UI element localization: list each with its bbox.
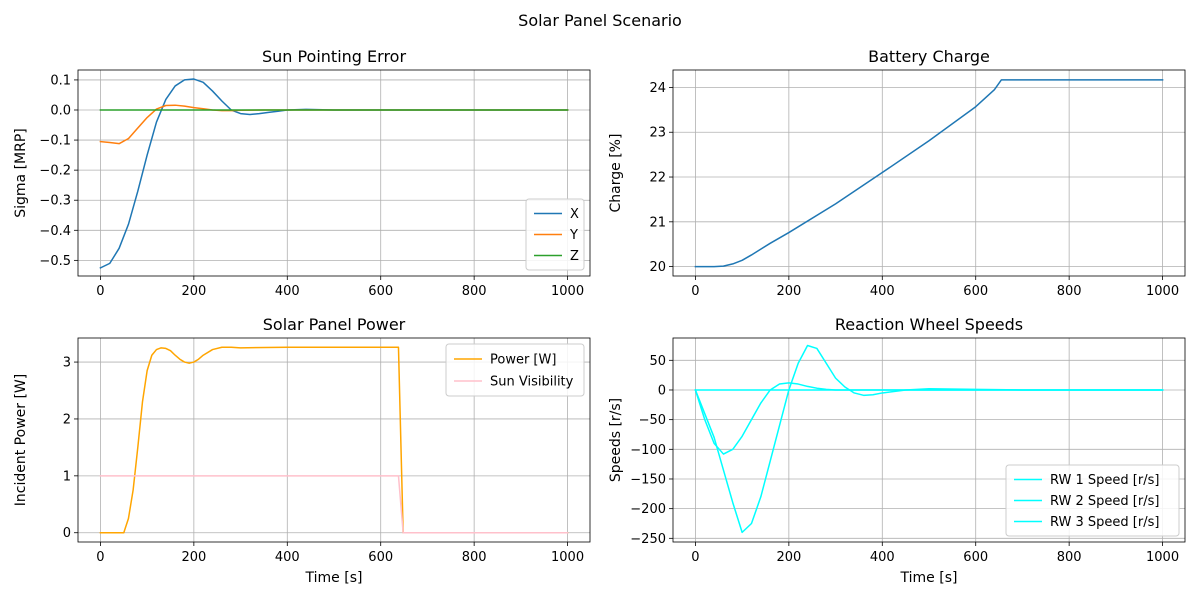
chart1-legend: XYZ (525, 198, 585, 271)
chart3-legend-label-1: Power [W] (490, 353, 556, 368)
chart1-legend-label-1: X (570, 207, 579, 222)
chart3-series-line-1 (99, 346, 569, 534)
chart3-x-tick-label: 0 (96, 550, 104, 565)
chart3-x-tick-label: 200 (181, 550, 206, 565)
chart1-x-tick-label: 800 (462, 284, 487, 299)
chart4-y-tick-label: −100 (630, 443, 666, 458)
chart4-x-axis-label: Time [s] (900, 570, 958, 586)
chart2-x-tick-label: 400 (870, 284, 895, 299)
chart2-y-tick-label: 21 (649, 215, 666, 230)
chart4-x-tick-label: 600 (963, 550, 988, 565)
chart4-y-axis-label: Speeds [r/s] (608, 398, 624, 482)
chart3-title: Solar Panel Power (263, 315, 406, 334)
chart3-x-tick-label: 1000 (551, 550, 584, 565)
chart4-y-tick-label: −150 (630, 472, 666, 487)
chart1-x-tick-label: 0 (96, 284, 104, 299)
chart1-x-tick-label: 600 (368, 284, 393, 299)
chart2-axes-frame (672, 69, 1186, 277)
chart4-x-tick-label: 1000 (1146, 550, 1179, 565)
chart1-y-tick-label: −0.3 (39, 194, 71, 209)
chart2: 0 200 400 600 800 1000 20 21 22 23 24 Battery Charg… (608, 47, 1186, 299)
chart2-y-tick-label: 24 (649, 81, 666, 96)
chart4-legend-label-2: RW 2 Speed [r/s] (1050, 494, 1159, 509)
chart4-y-tick-label: −250 (630, 532, 666, 547)
chart4-x-tick-label: 800 (1057, 550, 1082, 565)
chart4-legend-box (1005, 464, 1180, 537)
chart3-legend-box (445, 343, 585, 397)
chart4-legend: RW 1 Speed [r/s] RW 2 Speed [r/s] RW 3 Spe… (1005, 464, 1180, 537)
chart2-x-tick-label: 600 (963, 284, 988, 299)
chart1-y-tick-label: −0.2 (39, 164, 71, 179)
chart2-title: Battery Charge (868, 47, 990, 66)
chart3-x-tick-label: 800 (462, 550, 487, 565)
chart1-title: Sun Pointing Error (262, 47, 407, 66)
chart4-axes-frame (672, 337, 1186, 543)
chart1-y-tick-label: −0.5 (39, 254, 71, 269)
chart3-y-axis-label: Incident Power [W] (13, 374, 29, 506)
chart2-x-tick-label: 1000 (1146, 284, 1179, 299)
chart3-x-tick-label: 400 (275, 550, 300, 565)
chart1-y-tick-label: −0.4 (39, 224, 71, 239)
chart4-y-tick-label: −200 (630, 502, 666, 517)
chart4: 0 200 400 600 800 1000 −250 −200 −150 −100 −50 0 50 R… (608, 315, 1186, 586)
chart1-y-tick-label: 0.0 (50, 103, 71, 118)
chart1-x-tick-label: 400 (275, 284, 300, 299)
chart3-legend: Power [W] Sun Visibility (445, 343, 585, 397)
chart2-y-tick-label: 22 (649, 171, 666, 186)
chart3-legend-label-2: Sun Visibility (490, 375, 574, 390)
chart1-x-tick-label: 1000 (551, 284, 584, 299)
chart4-x-tick-label: 400 (870, 550, 895, 565)
chart1-legend-label-3: Z (570, 249, 579, 264)
chart2-y-tick-label: 23 (649, 126, 666, 141)
chart3: 0 200 400 600 800 1000 0 1 2 3 Solar Panel Power In… (13, 315, 591, 586)
chart2-x-tick-label: 200 (776, 284, 801, 299)
figure-title: Solar Panel Scenario (518, 11, 682, 30)
chart1-y-tick-label: 0.1 (50, 73, 71, 88)
chart1-y-tick-label: −0.1 (39, 134, 71, 149)
chart4-legend-label-1: RW 1 Speed [r/s] (1050, 473, 1159, 488)
chart3-y-tick-label: 0 (63, 526, 71, 541)
chart4-y-tick-label: 0 (658, 383, 666, 398)
chart1-x-tick-label: 200 (181, 284, 206, 299)
chart3-y-tick-label: 3 (63, 356, 71, 371)
chart1-axes-frame (77, 69, 591, 277)
chart4-x-tick-label: 0 (691, 550, 699, 565)
chart2-y-axis-label: Charge [%] (608, 134, 624, 213)
chart3-y-tick-label: 2 (63, 412, 71, 427)
chart2-x-tick-label: 0 (691, 284, 699, 299)
chart4-title: Reaction Wheel Speeds (835, 315, 1023, 334)
chart2-series-line-1 (694, 79, 1164, 268)
chart2-y-tick-label: 20 (649, 260, 666, 275)
chart4-y-tick-label: −50 (639, 413, 666, 428)
chart3-axes-frame (77, 337, 591, 543)
chart4-legend-label-3: RW 3 Speed [r/s] (1050, 515, 1159, 530)
chart1-y-axis-label: Sigma [MRP] (13, 128, 29, 218)
chart3-x-tick-label: 600 (368, 550, 393, 565)
chart3-series-line-2 (99, 475, 569, 534)
chart1-legend-label-2: Y (569, 228, 578, 243)
chart4-y-tick-label: 50 (649, 354, 666, 369)
chart3-x-axis-label: Time [s] (305, 570, 363, 586)
chart4-series-line-1 (694, 344, 1164, 534)
chart1: 0 200 400 600 800 1000 −0.5 −0.4 −0.3 −0.2 −0.1 0.0… (13, 47, 591, 299)
chart3-y-tick-label: 1 (63, 469, 71, 484)
chart2-x-tick-label: 800 (1057, 284, 1082, 299)
chart4-x-tick-label: 200 (776, 550, 801, 565)
